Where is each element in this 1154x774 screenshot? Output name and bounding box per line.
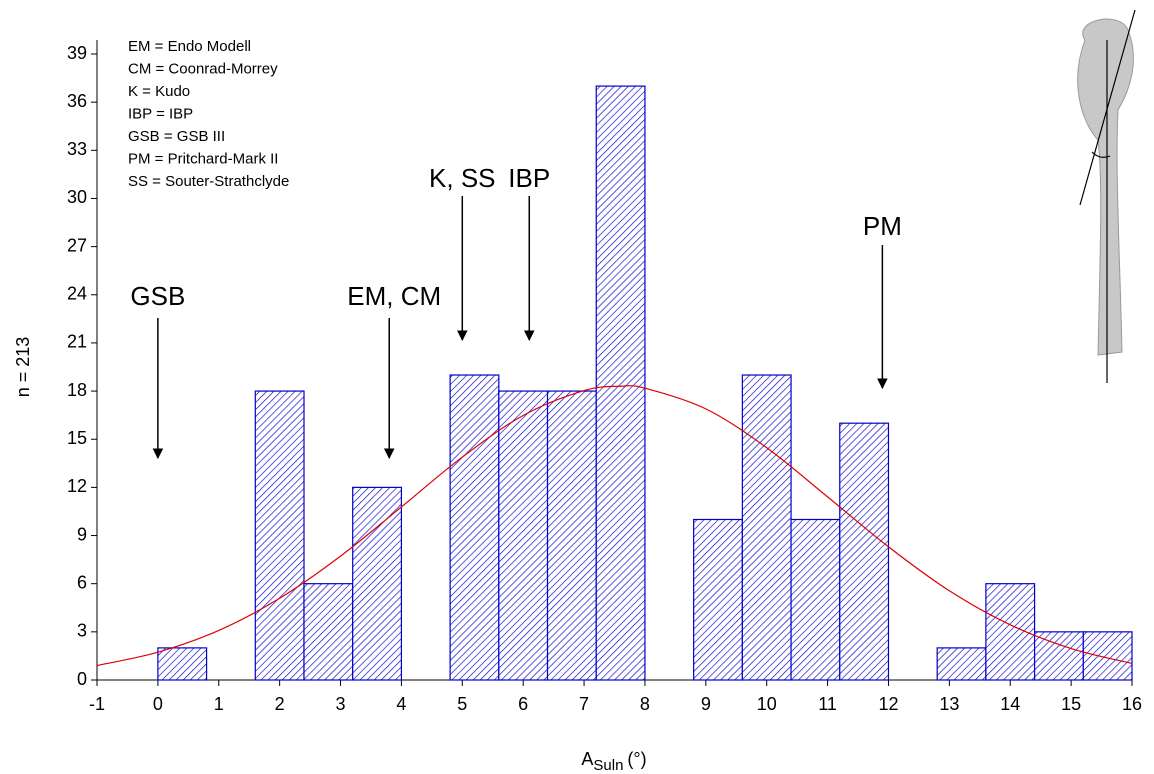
x-tick-label: 1 xyxy=(214,694,224,714)
bar xyxy=(546,390,597,681)
y-tick-label: 0 xyxy=(77,669,87,689)
x-tick-label: 11 xyxy=(818,694,837,714)
legend-text: SS = Souter-Strathclyde xyxy=(128,173,289,190)
x-tick-label: 10 xyxy=(757,694,777,714)
bone-illustration xyxy=(1077,9,1136,383)
legend-text: GSB = GSB III xyxy=(128,128,225,145)
y-axis-label: n = 213 xyxy=(13,337,33,398)
legend-text: EM = Endo Modell xyxy=(128,38,251,55)
annotation-label: K, SS xyxy=(429,163,495,193)
bar xyxy=(303,583,354,681)
bar xyxy=(1082,631,1133,681)
y-tick-label: 39 xyxy=(67,43,87,63)
x-tick-label: 8 xyxy=(640,694,650,714)
y-tick-label: 33 xyxy=(67,139,87,159)
x-tick-label: 9 xyxy=(701,694,711,714)
x-label-sub: Suln xyxy=(593,757,623,774)
fit-curve xyxy=(96,385,1133,667)
annotation-label: PM xyxy=(863,211,902,241)
annotation-label: GSB xyxy=(130,281,185,311)
x-tick-label: 6 xyxy=(518,694,528,714)
x-tick-label: -1 xyxy=(89,694,105,714)
x-tick-label: 2 xyxy=(275,694,285,714)
y-tick-label: 18 xyxy=(67,380,87,400)
x-label-unit: (°) xyxy=(627,749,646,769)
legend-text: K = Kudo xyxy=(128,83,190,100)
legend-text: IBP = IBP xyxy=(128,105,193,122)
y-tick-label: 27 xyxy=(67,235,87,255)
x-tick-label: 0 xyxy=(153,694,163,714)
y-tick-label: 3 xyxy=(77,621,87,641)
annotation-label: IBP xyxy=(508,163,550,193)
bar xyxy=(157,647,208,681)
bar xyxy=(790,518,841,681)
bar xyxy=(498,390,549,681)
x-tick-label: 15 xyxy=(1061,694,1081,714)
y-tick-label: 24 xyxy=(67,284,87,304)
y-tick-label: 15 xyxy=(67,428,87,448)
x-tick-label: 5 xyxy=(457,694,467,714)
bar xyxy=(352,486,403,681)
legend-text: CM = Coonrad-Morrey xyxy=(128,60,278,77)
bar xyxy=(741,374,792,681)
x-tick-label: 14 xyxy=(1000,694,1020,714)
legend-text: PM = Pritchard-Mark II xyxy=(128,150,278,167)
x-tick-label: 16 xyxy=(1122,694,1142,714)
bar xyxy=(693,518,743,681)
y-tick-label: 21 xyxy=(67,332,87,352)
y-tick-label: 9 xyxy=(77,524,87,544)
y-tick-label: 30 xyxy=(67,187,87,207)
x-tick-label: 3 xyxy=(336,694,346,714)
x-label-main: A xyxy=(581,749,593,769)
annotation-label: EM, CM xyxy=(347,281,441,311)
bar xyxy=(936,647,987,681)
bar xyxy=(1033,631,1084,681)
bar xyxy=(839,422,890,681)
x-tick-label: 13 xyxy=(939,694,959,714)
x-tick-label: 7 xyxy=(579,694,589,714)
bar xyxy=(254,390,305,681)
bar xyxy=(449,374,500,681)
x-tick-label: 12 xyxy=(878,694,898,714)
x-axis-label: ASuln (°) xyxy=(581,749,646,774)
y-tick-label: 6 xyxy=(77,572,87,592)
y-tick-label: 36 xyxy=(67,91,87,111)
bar xyxy=(595,85,646,681)
y-tick-label: 12 xyxy=(67,476,87,496)
x-tick-label: 4 xyxy=(396,694,406,714)
